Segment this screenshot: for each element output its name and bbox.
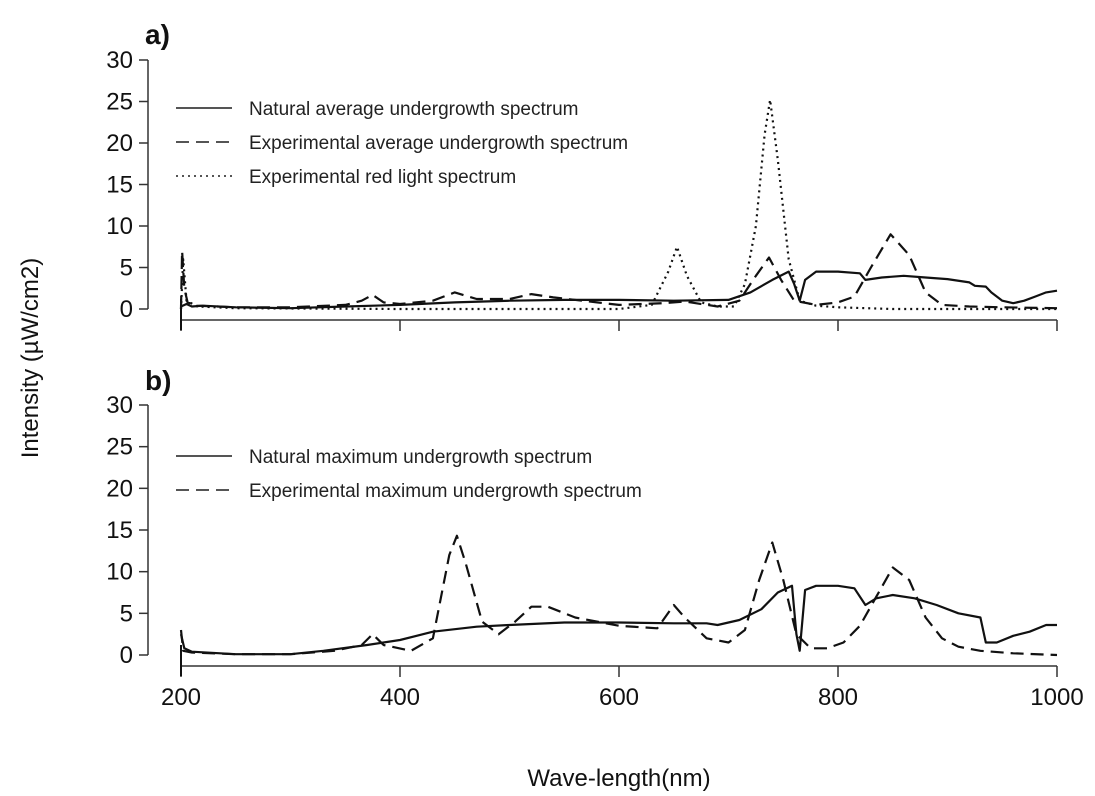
panel-a-y-tick-label: 10 — [106, 213, 133, 240]
panel-b-x-tick-label: 400 — [380, 684, 420, 711]
panel-b-x-tick-label: 600 — [599, 684, 639, 711]
panel-b-letter: b) — [145, 365, 171, 396]
panel-a-letter: a) — [145, 19, 170, 50]
panel-b-y-tick-label: 5 — [120, 600, 133, 627]
panel-b-y-tick-label: 15 — [106, 517, 133, 544]
panel-a-y-tick-label: 0 — [120, 296, 133, 323]
panel-a-y-tick-label: 30 — [106, 47, 133, 74]
panel-a-y-tick-label: 5 — [120, 255, 133, 282]
panel-b-legend-label: Experimental maximum undergrowth spectru… — [249, 481, 642, 502]
panel-b-y-tick-label: 25 — [106, 434, 133, 461]
panel-a-y-tick-label: 15 — [106, 172, 133, 199]
panel-a-series-solid-line — [180, 270, 1058, 310]
panel-a: a) 0 5 10 15 20 25 30 Natural average undergrow… — [106, 19, 1058, 331]
panel-b-y-tick-label: 20 — [106, 475, 133, 502]
panel-b-x-tick-label: 800 — [818, 684, 858, 711]
panel-a-legend-label: Natural average undergrowth spectrum — [249, 99, 579, 120]
x-axis-title: Wave-length(nm) — [527, 765, 710, 792]
panel-a-y-tick-label: 25 — [106, 89, 133, 116]
panel-b-y-tick-label: 10 — [106, 559, 133, 586]
panel-a-legend-label: Experimental red light spectrum — [249, 167, 516, 188]
panel-b-y-tick-label: 30 — [106, 392, 133, 419]
panel-a-series-dashed-line — [179, 233, 1058, 310]
panel-b-x-tick-label: 200 — [161, 684, 201, 711]
panel-b-series-solid-line — [179, 584, 1057, 656]
y-axis-title: Intensity (µW/cm2) — [17, 258, 44, 459]
panel-a-legend-label: Experimental average undergrowth spectru… — [249, 133, 628, 154]
panel-b-legend-label: Natural maximum undergrowth spectrum — [249, 447, 592, 468]
panel-b: b) 0 5 10 15 20 25 30 200 400 600 800 1000 Natural m… — [106, 365, 1083, 711]
panel-a-y-tick-label: 20 — [106, 130, 133, 157]
panel-b-series-dashed-line — [179, 534, 1058, 657]
panel-b-x-tick-label: 1000 — [1030, 684, 1083, 711]
panel-b-y-tick-label: 0 — [120, 642, 133, 669]
